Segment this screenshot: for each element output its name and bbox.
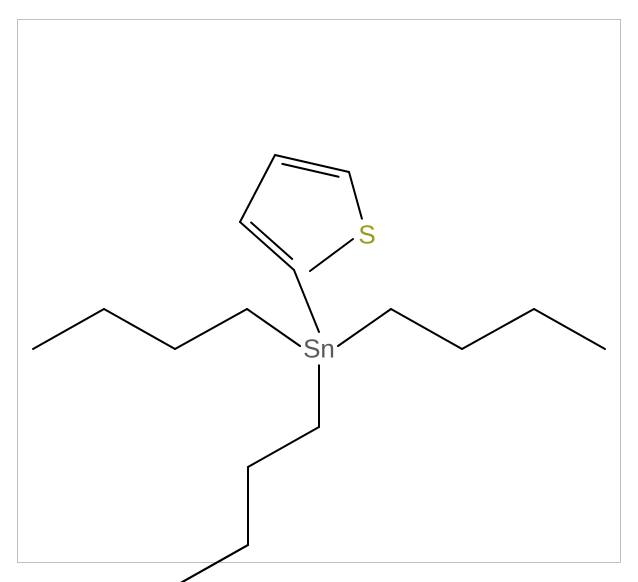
atom-label-s: S xyxy=(356,220,377,251)
molecule-svg xyxy=(0,0,638,582)
canvas: Sn S xyxy=(0,0,638,582)
atom-label-sn: Sn xyxy=(301,334,337,365)
